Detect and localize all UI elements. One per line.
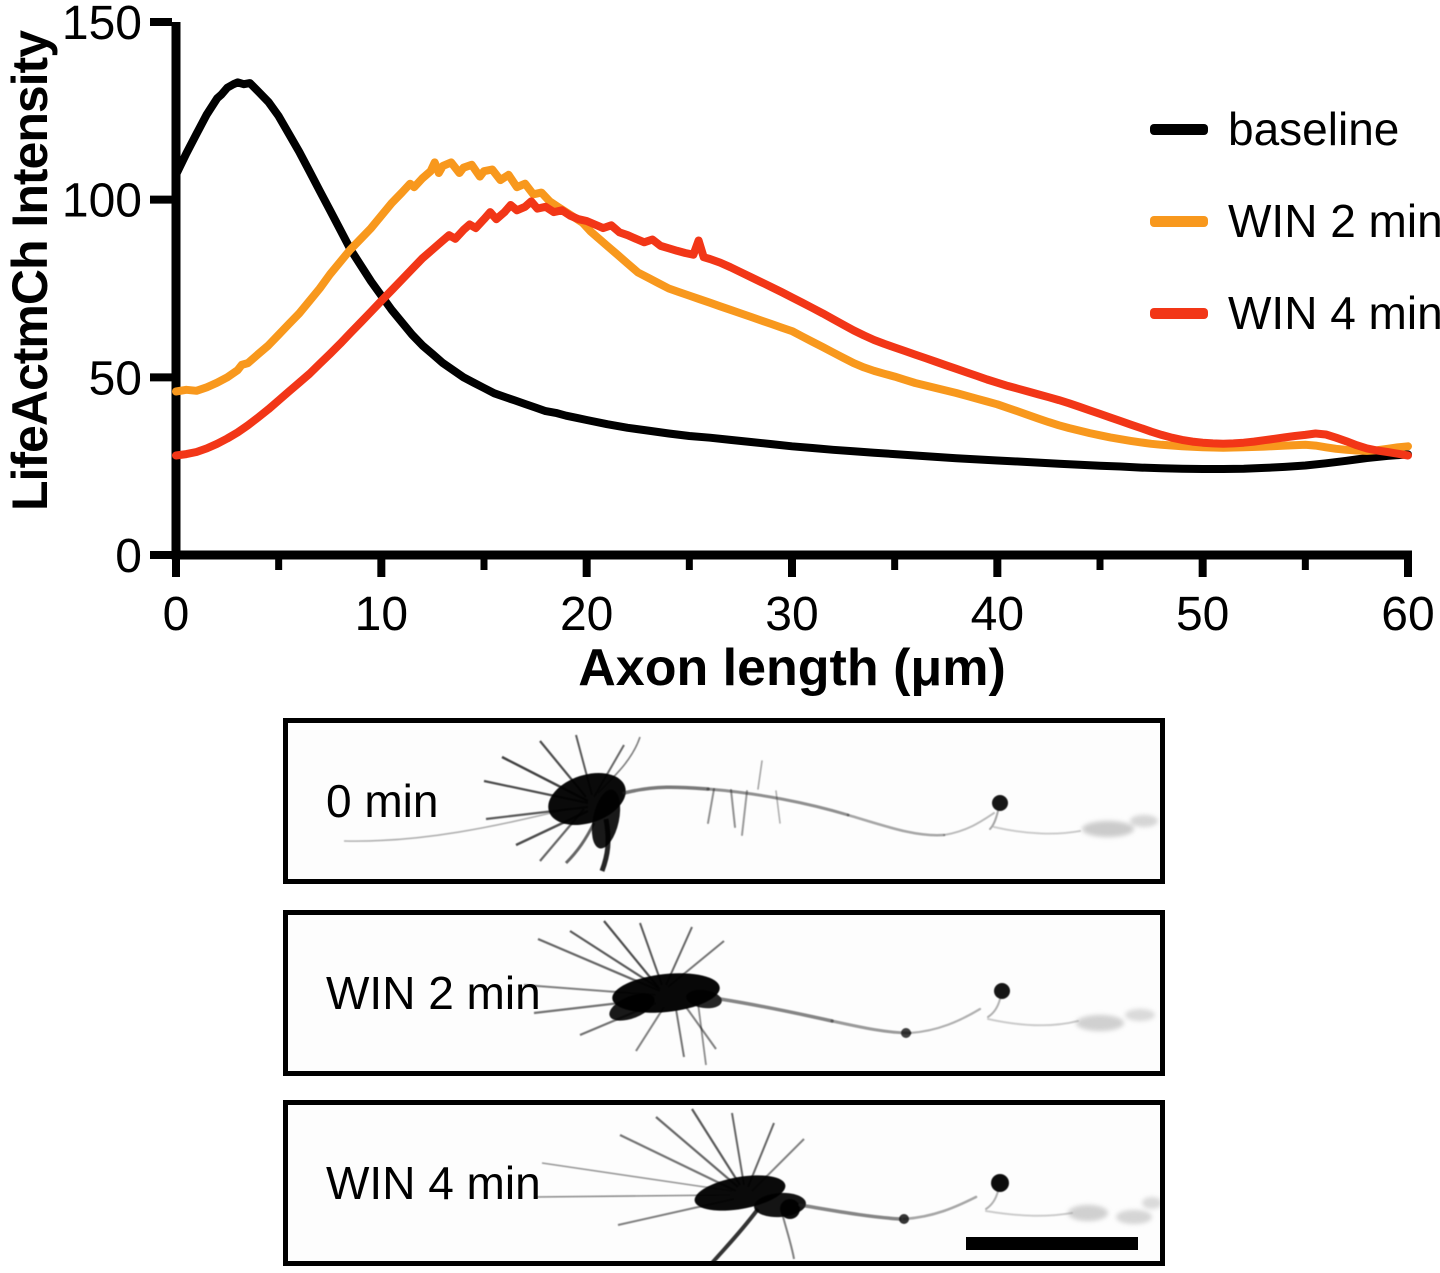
y-tick-label: 0 (115, 530, 142, 583)
series-line-win-4-min (172, 197, 1412, 460)
axon-punctum (994, 983, 1010, 999)
distal-smudge (1068, 1197, 1160, 1224)
y-tick-label: 150 (62, 0, 142, 50)
micrograph-0min (343, 734, 1158, 872)
x-tick-label: 40 (971, 588, 1024, 641)
growth-cone (609, 973, 722, 1021)
axon-punctum (992, 795, 1008, 811)
axon-punctum (991, 1174, 1009, 1192)
intensity-line-chart: 0 50 100 150 0 10 20 30 40 50 60 (62, 0, 1435, 641)
growth-cone (694, 1175, 806, 1219)
scale-bar (966, 1237, 1138, 1250)
legend-item-win2: WIN 2 min (1150, 194, 1440, 248)
axon (718, 997, 1079, 1035)
legend-label-win4: WIN 4 min (1228, 287, 1440, 339)
panel-label-win2: WIN 2 min (326, 967, 541, 1019)
micrograph-win2 (523, 920, 1155, 1066)
x-tick-label: 10 (355, 588, 408, 641)
micrograph-win4 (533, 1108, 1160, 1261)
series-line-win-2-min (172, 158, 1412, 455)
x-tick-label: 0 (163, 588, 190, 641)
legend-swatch-baseline (1150, 123, 1208, 135)
micrograph-panel-0min: 0 min (283, 718, 1165, 884)
x-axis-title: Axon length (μm) (578, 639, 1006, 697)
micrograph-panel-win4: WIN 4 min (283, 1100, 1165, 1266)
y-tick-label: 100 (62, 175, 142, 228)
axon (798, 1190, 1073, 1221)
legend-item-win4: WIN 4 min (1150, 286, 1440, 340)
legend-swatch-win2 (1150, 215, 1208, 227)
x-tick-label: 60 (1381, 588, 1434, 641)
legend-item-baseline: baseline (1150, 102, 1440, 156)
x-tick-label: 20 (560, 588, 613, 641)
legend-label-baseline: baseline (1228, 103, 1400, 155)
panel-label-win4: WIN 4 min (326, 1157, 541, 1209)
chart-legend: baseline WIN 2 min WIN 4 min (1150, 102, 1440, 340)
distal-smudge (1076, 1009, 1155, 1031)
axon-varicosity (901, 1028, 911, 1038)
axon-varicosity (899, 1214, 909, 1224)
axon (622, 760, 1081, 837)
legend-label-win2: WIN 2 min (1228, 195, 1440, 247)
x-tick-label: 30 (765, 588, 818, 641)
growth-cone (548, 773, 626, 872)
series-line-baseline (172, 78, 1412, 473)
panel-label-0min: 0 min (326, 775, 439, 827)
y-tick-label: 50 (89, 352, 142, 405)
distal-smudge (1082, 815, 1158, 837)
micrograph-panel-win2: WIN 2 min (283, 910, 1165, 1076)
y-axis-title: LifeActmCh Intensity (2, 30, 58, 512)
legend-swatch-win4 (1150, 307, 1208, 319)
x-tick-label: 50 (1176, 588, 1229, 641)
